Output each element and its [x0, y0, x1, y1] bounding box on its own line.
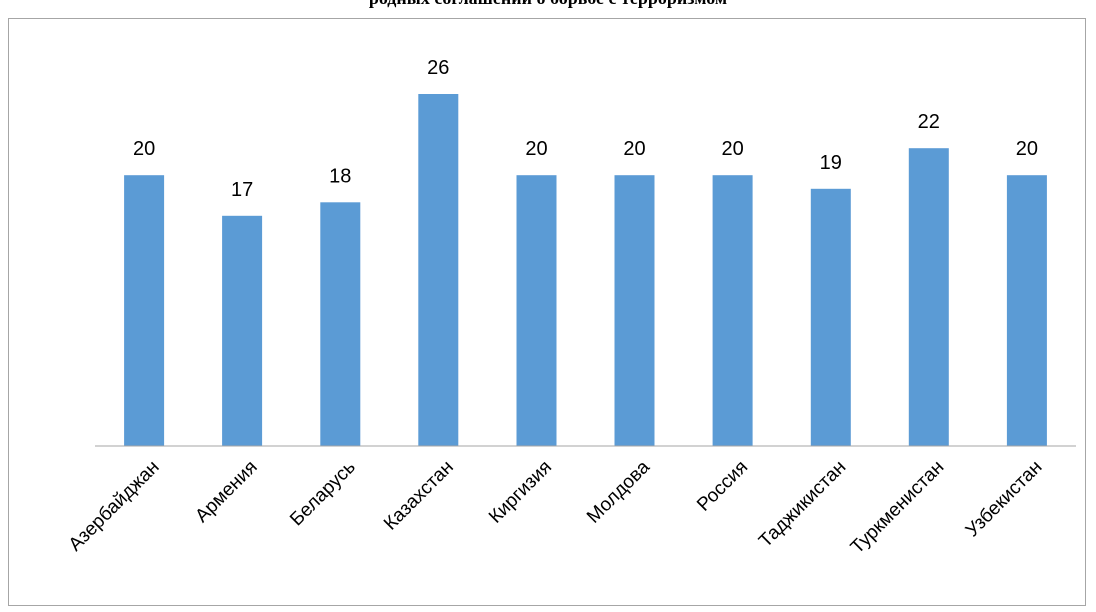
bar-1: [124, 175, 165, 446]
bar-6: [614, 175, 655, 446]
category-tick-5: Киргизия: [485, 457, 556, 528]
category-tick-9: Туркменистан: [847, 457, 948, 558]
bar-7: [712, 175, 753, 446]
category-tick-2: Армения: [191, 457, 261, 527]
bar-5: [516, 175, 557, 446]
category-tick-6: Молдова: [583, 456, 654, 527]
bar-10: [1006, 175, 1047, 446]
data-label-9: 22: [918, 111, 940, 133]
category-ticks-layer: Азербайджан Армения Беларусь Казахстан Кирги…: [65, 456, 1047, 558]
category-tick-1: Азербайджан: [65, 457, 164, 556]
data-label-2: 17: [231, 179, 253, 201]
category-tick-10: Узбекистан: [962, 457, 1047, 542]
data-label-7: 20: [721, 138, 743, 160]
bars-layer: [124, 94, 1047, 447]
data-labels-layer: 20 17 18 26 20 20 20 19 22 20: [133, 57, 1038, 201]
bar-2: [222, 215, 263, 446]
data-label-8: 19: [820, 152, 842, 174]
category-tick-8: Таджикистан: [755, 457, 850, 552]
data-label-5: 20: [525, 138, 547, 160]
bar-9: [908, 148, 949, 446]
data-label-6: 20: [623, 138, 645, 160]
category-tick-4: Казахстан: [380, 457, 458, 535]
bar-8: [810, 188, 851, 447]
data-label-4: 26: [427, 57, 449, 79]
data-label-3: 18: [329, 165, 351, 187]
category-tick-7: Россия: [693, 457, 752, 516]
bar-4: [418, 94, 459, 446]
data-label-10: 20: [1016, 138, 1038, 160]
chart-title: родных соглашений о борьбе с терроризмом: [0, 0, 1096, 9]
data-label-1: 20: [133, 138, 155, 160]
bar-3: [320, 202, 361, 446]
category-tick-3: Беларусь: [286, 457, 360, 531]
